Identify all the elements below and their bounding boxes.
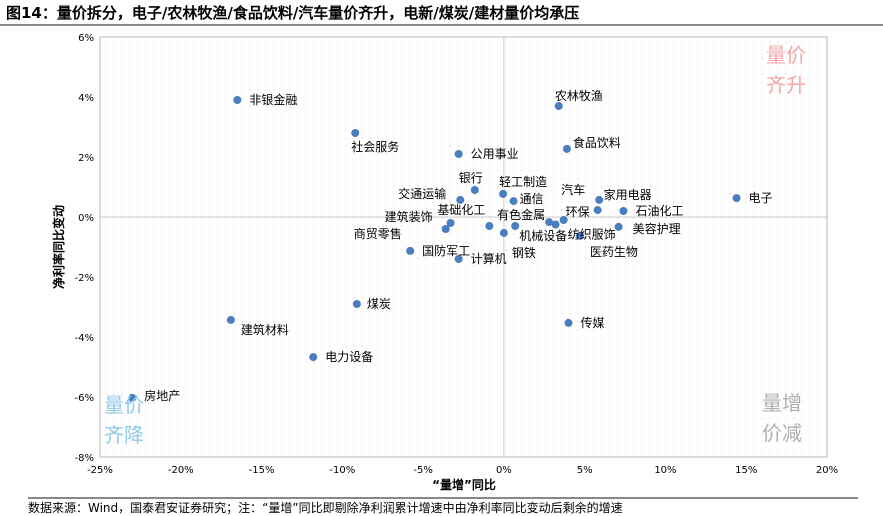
- data-point: [593, 206, 602, 215]
- data-point: [499, 228, 508, 237]
- point-label: 有色金属: [497, 207, 545, 222]
- data-point: [509, 197, 518, 206]
- data-point: [456, 195, 465, 204]
- x-tick-label: -25%: [87, 465, 113, 476]
- quadrant-label-bottom-right: 量增价减: [762, 391, 802, 445]
- point-label: 纺织服饰: [568, 228, 616, 242]
- point-label: 医药生物: [590, 245, 638, 259]
- data-point: [559, 216, 568, 224]
- data-point: [446, 219, 455, 227]
- x-tick-label: -5%: [413, 465, 432, 476]
- point-label: 煤炭: [367, 297, 391, 311]
- x-tick-label: 0%: [496, 465, 512, 476]
- point-label: 机械设备: [519, 228, 567, 243]
- y-tick-label: 4%: [78, 93, 94, 104]
- data-point: [499, 189, 508, 198]
- point-label: 非银金融: [249, 92, 297, 107]
- point-label: 交通运输: [398, 186, 446, 201]
- point-label: 汽车: [561, 182, 585, 197]
- data-point: [614, 222, 623, 231]
- data-point: [233, 96, 242, 104]
- data-point: [545, 218, 554, 227]
- point-label: 农林牧渔: [555, 89, 603, 103]
- x-tick-label: 10%: [654, 465, 676, 476]
- point-label: 电力设备: [325, 350, 373, 364]
- point-label: 建筑装饰: [385, 209, 433, 224]
- plot-area: [99, 36, 828, 458]
- point-label: 通信: [520, 192, 544, 206]
- data-point: [352, 300, 361, 308]
- data-point: [226, 315, 235, 324]
- point-label: 钢铁: [512, 246, 536, 260]
- point-label: 建筑材料: [241, 322, 289, 337]
- point-label: 环保: [566, 205, 590, 219]
- data-point: [128, 393, 137, 402]
- data-point: [619, 207, 628, 215]
- data-point: [554, 102, 563, 110]
- y-tick-label: -6%: [75, 393, 94, 404]
- point-label: 家用电器: [604, 187, 652, 202]
- data-point: [485, 222, 494, 230]
- point-label: 商贸零售: [354, 226, 402, 241]
- y-tick-label: -4%: [75, 333, 94, 344]
- figure-title: 图14：量价拆分，电子/农林牧渔/食品饮料/汽车量价齐升，电新/煤炭/建材量价均…: [6, 4, 580, 22]
- data-point: [441, 225, 450, 233]
- data-point: [470, 186, 479, 194]
- point-label: 社会服务: [351, 139, 399, 154]
- x-tick-label: 20%: [816, 465, 838, 476]
- y-tick-label: -8%: [75, 453, 94, 464]
- point-label: 美容护理: [633, 221, 681, 236]
- quadrant-label-bottom-left: 量价齐降: [104, 393, 144, 447]
- source-note: 数据来源：Wind，国泰君安证券研究；注：“量增”同比即剔除净利润累计增速中由净…: [28, 501, 623, 515]
- point-label: 食品饮料: [573, 135, 621, 150]
- point-label: 传媒: [581, 315, 605, 330]
- quadrant-label-top-right: 量价齐升: [766, 43, 806, 97]
- data-point: [575, 231, 584, 240]
- point-label: 计算机: [471, 251, 507, 266]
- data-point: [564, 318, 573, 327]
- y-tick-label: -2%: [75, 273, 94, 284]
- source-divider: [28, 497, 858, 499]
- data-point: [511, 222, 520, 230]
- data-point: [351, 129, 360, 137]
- point-label: 轻工制造: [499, 175, 547, 189]
- y-tick-label: 2%: [78, 153, 94, 164]
- y-axis-label: 净利率同比变动: [51, 205, 66, 289]
- point-label: 国防军工: [422, 243, 470, 258]
- y-tick-label: 0%: [78, 213, 94, 224]
- x-tick-label: 5%: [577, 465, 593, 476]
- data-point: [406, 246, 415, 255]
- x-axis-label: “量增”同比: [432, 477, 496, 492]
- data-point: [309, 353, 318, 362]
- y-tick-label: 6%: [78, 33, 94, 44]
- x-tick-label: -20%: [168, 465, 194, 476]
- point-label: 基础化工: [437, 203, 485, 217]
- data-point: [562, 144, 571, 153]
- data-point: [551, 220, 560, 229]
- x-tick-label: 15%: [735, 465, 757, 476]
- title-divider: [0, 24, 883, 26]
- point-label: 公用事业: [471, 147, 519, 161]
- point-label: 电子: [749, 191, 773, 205]
- data-point: [454, 150, 463, 158]
- data-point: [454, 255, 463, 263]
- point-label: 银行: [459, 171, 483, 185]
- x-tick-label: -15%: [249, 465, 275, 476]
- x-tick-label: -10%: [329, 465, 355, 476]
- point-label: 房地产: [144, 388, 180, 403]
- data-point: [732, 194, 741, 203]
- point-label: 石油化工: [635, 204, 683, 218]
- data-point: [595, 195, 604, 204]
